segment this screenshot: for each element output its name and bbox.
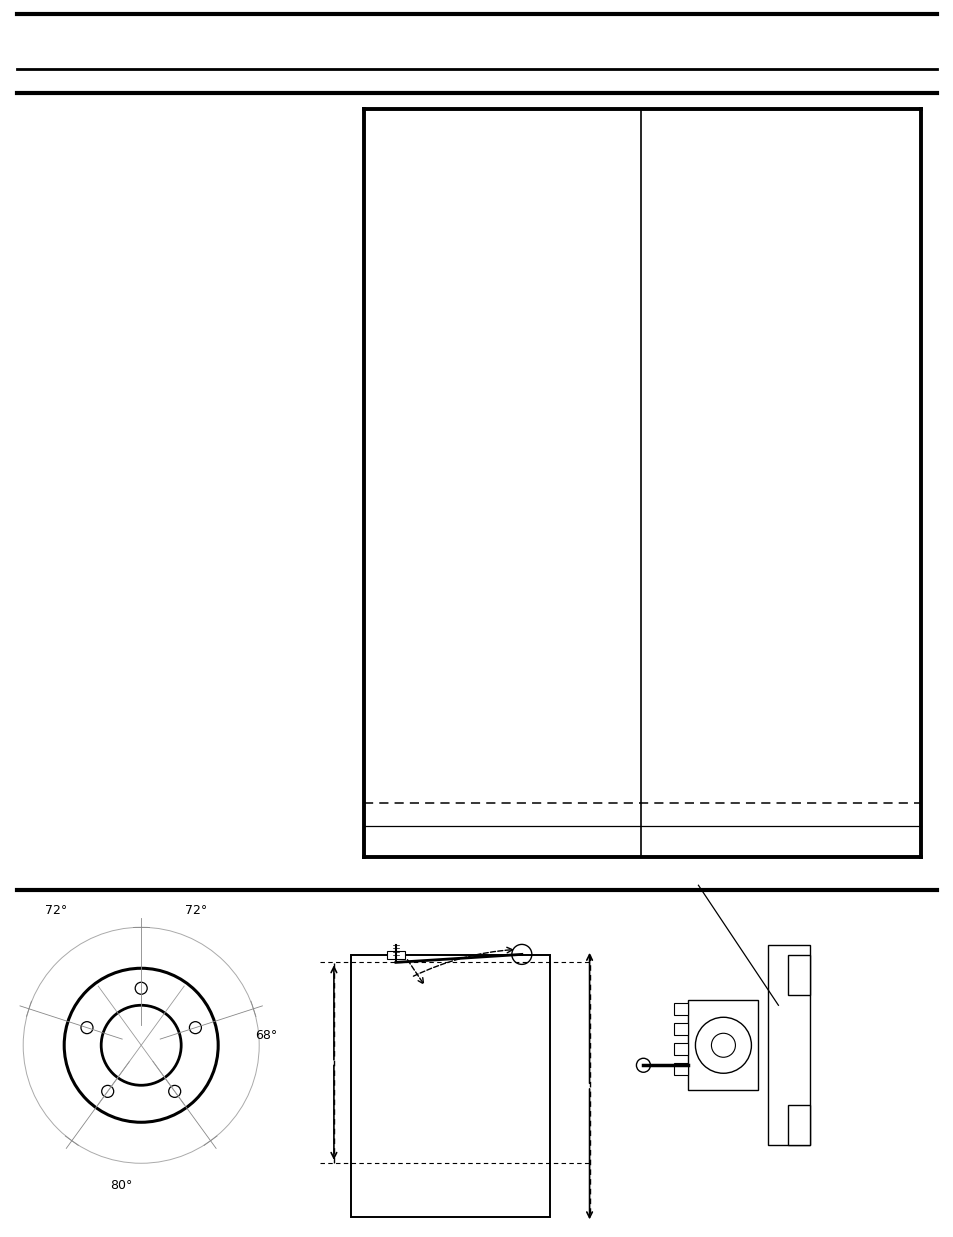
Text: 68°: 68°: [254, 1029, 277, 1042]
Bar: [674, 1064, 688, 1075]
Bar: [688, 1001, 758, 1090]
Bar: [767, 945, 810, 1145]
Bar: [674, 1003, 688, 1016]
Bar: [674, 1023, 688, 1035]
Bar: [674, 1043, 688, 1055]
Text: 72°: 72°: [45, 904, 68, 917]
Text: 72°: 72°: [185, 904, 207, 917]
Bar: [787, 955, 810, 996]
Bar: [387, 951, 404, 959]
Bar: [787, 1106, 810, 1145]
Text: 80°: 80°: [110, 1179, 132, 1191]
Bar: [351, 955, 549, 1217]
